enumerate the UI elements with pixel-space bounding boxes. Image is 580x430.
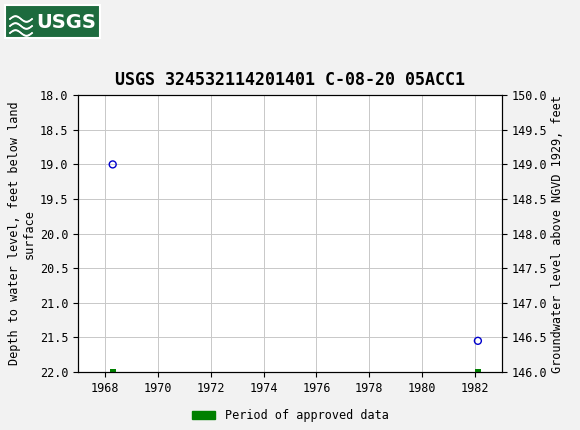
Bar <box>5 5 100 38</box>
Point <box>473 338 483 344</box>
Y-axis label: Depth to water level, feet below land
surface: Depth to water level, feet below land su… <box>8 102 36 366</box>
Legend: Period of approved data: Period of approved data <box>187 405 393 427</box>
Text: USGS 324532114201401 C-08-20 05ACC1: USGS 324532114201401 C-08-20 05ACC1 <box>115 71 465 89</box>
Point <box>108 161 117 168</box>
Text: USGS: USGS <box>36 12 96 31</box>
Y-axis label: Groundwater level above NGVD 1929, feet: Groundwater level above NGVD 1929, feet <box>551 95 564 372</box>
